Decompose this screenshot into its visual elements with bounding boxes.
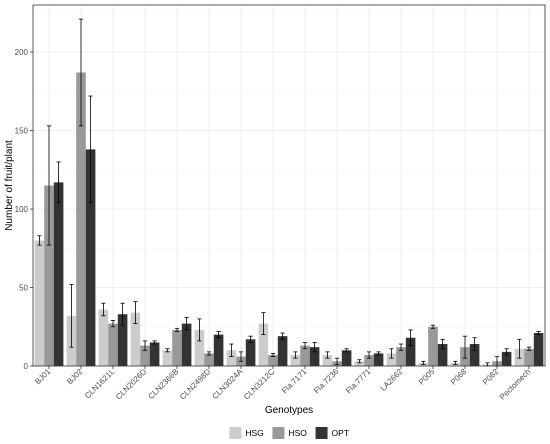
legend-key-opt — [315, 427, 328, 439]
bar-opt-fla7171 — [309, 347, 320, 366]
y-axis: 0 50 100 150 200 — [15, 48, 33, 371]
bar-opt-cln3024a — [245, 339, 256, 366]
bar-opt-pectomech — [533, 333, 544, 366]
bar-hso-cln2366b — [172, 329, 182, 366]
bar-opt-cln2366b — [181, 323, 192, 366]
bar-hsg-cln3024a — [226, 350, 237, 366]
bar-opt-cln3212c — [277, 336, 288, 366]
bar-hsg-cln3212c — [258, 323, 269, 366]
bar-hsg-la2662 — [386, 353, 397, 366]
bar-hsg-cln2498d — [194, 329, 205, 366]
legend-label-hso: HSO — [288, 428, 307, 438]
legend-label-hsg: HSG — [245, 428, 263, 438]
bar-opt-p005 — [437, 344, 448, 366]
x-axis-title: Genotypes — [265, 405, 313, 416]
bar-opt-fla7771 — [373, 353, 384, 366]
bar-opt-bj02 — [85, 149, 96, 366]
bar-opt-fla7236 — [341, 350, 352, 366]
legend-key-hsg — [229, 427, 242, 439]
bar-hso-cln2026d — [140, 345, 150, 366]
bar-hso-fla7771 — [364, 355, 374, 366]
y-tick-label: 100 — [15, 205, 29, 214]
bar-hso-p005 — [428, 326, 438, 366]
y-tick-label: 150 — [15, 127, 29, 136]
bar-opt-p082 — [501, 351, 512, 366]
y-tick-label: 200 — [15, 48, 29, 57]
bar-hso-fla7171 — [300, 345, 310, 366]
legend-label-opt: OPT — [332, 428, 349, 438]
y-tick-label: 0 — [24, 362, 29, 371]
bar-hso-bj02 — [76, 72, 86, 366]
y-tick-label: 50 — [19, 284, 28, 293]
bar-hso-pectomech — [524, 348, 534, 366]
bar-hso-cln2498d — [204, 353, 214, 366]
bar-hsg-bj01 — [34, 240, 45, 366]
bar-hso-cln3212c — [268, 355, 278, 366]
bar-opt-bj01 — [53, 182, 64, 366]
legend-key-hso — [272, 427, 285, 439]
bar-opt-cln1621l — [117, 314, 128, 366]
bar-hsg-fla7771 — [354, 361, 365, 366]
bar-hsg-fla7171 — [290, 355, 301, 366]
bar-hso-la2662 — [396, 347, 406, 366]
bar-opt-cln2026d — [149, 342, 160, 366]
bar-hsg-cln2026d — [130, 312, 141, 366]
y-axis-title: Number of fruit/plant — [4, 140, 15, 231]
bar-opt-cln2498d — [213, 334, 224, 366]
bar-opt-p068 — [469, 344, 480, 366]
bar-hsg-cln2366b — [162, 350, 173, 366]
bar-hsg-cln1621l — [98, 309, 109, 366]
bar-hso-bj01 — [44, 185, 54, 366]
bar-hsg-fla7236 — [322, 355, 333, 366]
panel-border — [32, 4, 546, 367]
bar-hso-cln1621l — [108, 323, 118, 366]
legend: HSG HSO OPT — [229, 427, 349, 439]
bar-opt-la2662 — [405, 337, 416, 366]
